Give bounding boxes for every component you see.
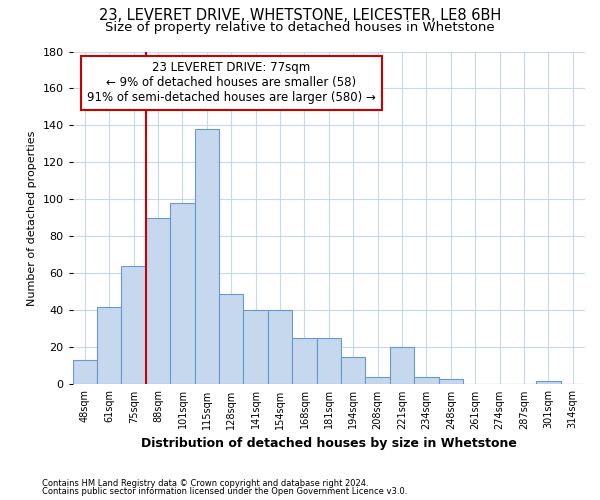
Bar (170, 203, 194, 384)
Text: 23 LEVERET DRIVE: 77sqm
← 9% of detached houses are smaller (58)
91% of semi-det: 23 LEVERET DRIVE: 77sqm ← 9% of detached… (87, 62, 376, 104)
Bar (536, 380, 560, 384)
Bar (317, 338, 341, 384)
Text: Contains public sector information licensed under the Open Government Licence v3: Contains public sector information licen… (42, 487, 407, 496)
Bar (292, 338, 317, 384)
Bar (414, 377, 439, 384)
Bar (121, 266, 146, 384)
Bar (194, 129, 219, 384)
Bar (73, 360, 97, 384)
X-axis label: Distribution of detached houses by size in Whetstone: Distribution of detached houses by size … (141, 437, 517, 450)
Bar (268, 310, 292, 384)
Text: 23, LEVERET DRIVE, WHETSTONE, LEICESTER, LE8 6BH: 23, LEVERET DRIVE, WHETSTONE, LEICESTER,… (99, 8, 501, 22)
Bar (97, 306, 121, 384)
Text: Size of property relative to detached houses in Whetstone: Size of property relative to detached ho… (105, 21, 495, 34)
Y-axis label: Number of detached properties: Number of detached properties (27, 130, 37, 306)
Bar (365, 377, 390, 384)
Bar (439, 379, 463, 384)
Text: Contains HM Land Registry data © Crown copyright and database right 2024.: Contains HM Land Registry data © Crown c… (42, 478, 368, 488)
Bar (341, 356, 365, 384)
Bar (244, 310, 268, 384)
Bar (146, 218, 170, 384)
Bar (390, 348, 414, 385)
Bar (219, 294, 244, 384)
